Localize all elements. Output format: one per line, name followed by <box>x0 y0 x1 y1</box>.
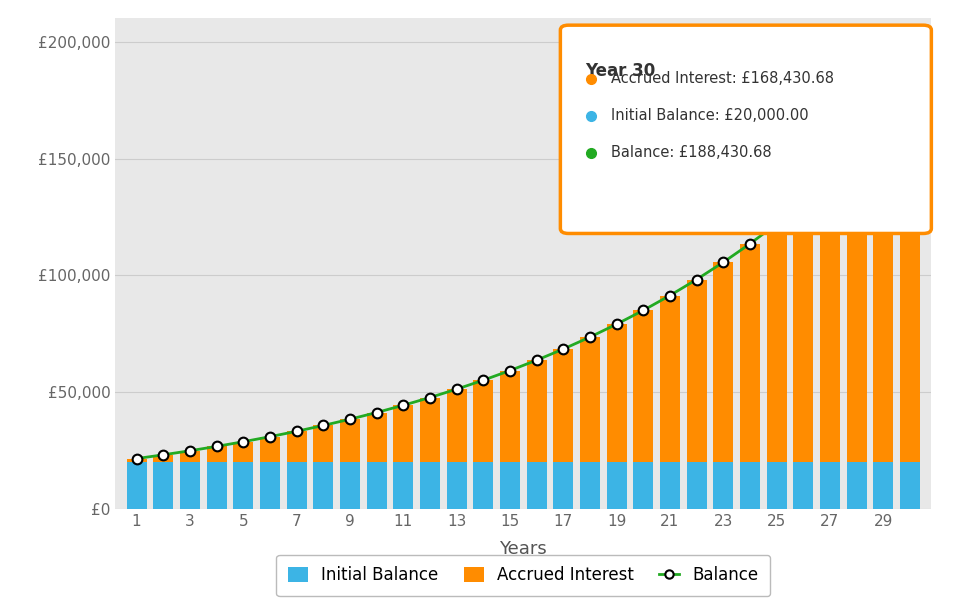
Bar <box>740 462 760 509</box>
Bar <box>286 432 306 462</box>
Bar <box>154 455 173 462</box>
Bar <box>526 360 546 462</box>
Bar <box>313 425 333 462</box>
Bar <box>607 324 627 462</box>
Bar <box>446 462 467 509</box>
Legend: Initial Balance, Accrued Interest, Balance: Initial Balance, Accrued Interest, Balan… <box>276 555 770 596</box>
Bar <box>500 462 520 509</box>
Bar <box>473 462 493 509</box>
Bar <box>420 398 440 462</box>
Bar <box>820 180 840 462</box>
Bar <box>713 462 733 509</box>
Bar <box>154 462 173 509</box>
Bar <box>206 446 227 462</box>
Bar <box>847 462 867 509</box>
Bar <box>367 413 387 462</box>
Bar <box>793 462 813 509</box>
Bar <box>340 462 360 509</box>
Bar <box>206 462 227 509</box>
Bar <box>127 459 147 462</box>
Bar <box>874 462 893 509</box>
Text: Accrued Interest: £168,430.68: Accrued Interest: £168,430.68 <box>611 72 834 86</box>
Bar <box>394 405 413 462</box>
Bar <box>553 462 573 509</box>
Bar <box>420 462 440 509</box>
Bar <box>526 462 546 509</box>
Text: Year 30: Year 30 <box>585 62 655 80</box>
Bar <box>233 462 253 509</box>
Bar <box>127 462 147 509</box>
Bar <box>820 462 840 509</box>
Text: Initial Balance: £20,000.00: Initial Balance: £20,000.00 <box>611 109 808 123</box>
Bar <box>740 244 760 462</box>
Bar <box>260 462 280 509</box>
Bar <box>900 100 920 462</box>
Bar <box>260 436 280 462</box>
Bar <box>233 442 253 462</box>
Bar <box>713 262 733 462</box>
Bar <box>874 128 893 462</box>
Bar <box>473 380 493 462</box>
Bar <box>367 462 387 509</box>
Bar <box>686 280 707 462</box>
Bar <box>660 295 680 462</box>
Bar <box>394 462 413 509</box>
Bar <box>580 462 600 509</box>
Bar <box>660 462 680 509</box>
Bar <box>180 451 200 462</box>
X-axis label: Years: Years <box>499 540 547 558</box>
Bar <box>900 462 920 509</box>
Bar <box>313 462 333 509</box>
Bar <box>607 462 627 509</box>
Bar <box>286 462 306 509</box>
Bar <box>766 462 786 509</box>
Bar <box>500 371 520 462</box>
FancyBboxPatch shape <box>561 25 931 234</box>
Bar <box>686 462 707 509</box>
Text: Balance: £188,430.68: Balance: £188,430.68 <box>611 145 772 160</box>
Bar <box>340 419 360 462</box>
Bar <box>847 155 867 462</box>
Bar <box>634 310 653 462</box>
Bar <box>446 389 467 462</box>
Bar <box>793 203 813 462</box>
Bar <box>580 337 600 462</box>
Bar <box>634 462 653 509</box>
Bar <box>766 224 786 462</box>
Bar <box>180 462 200 509</box>
Bar <box>553 349 573 462</box>
